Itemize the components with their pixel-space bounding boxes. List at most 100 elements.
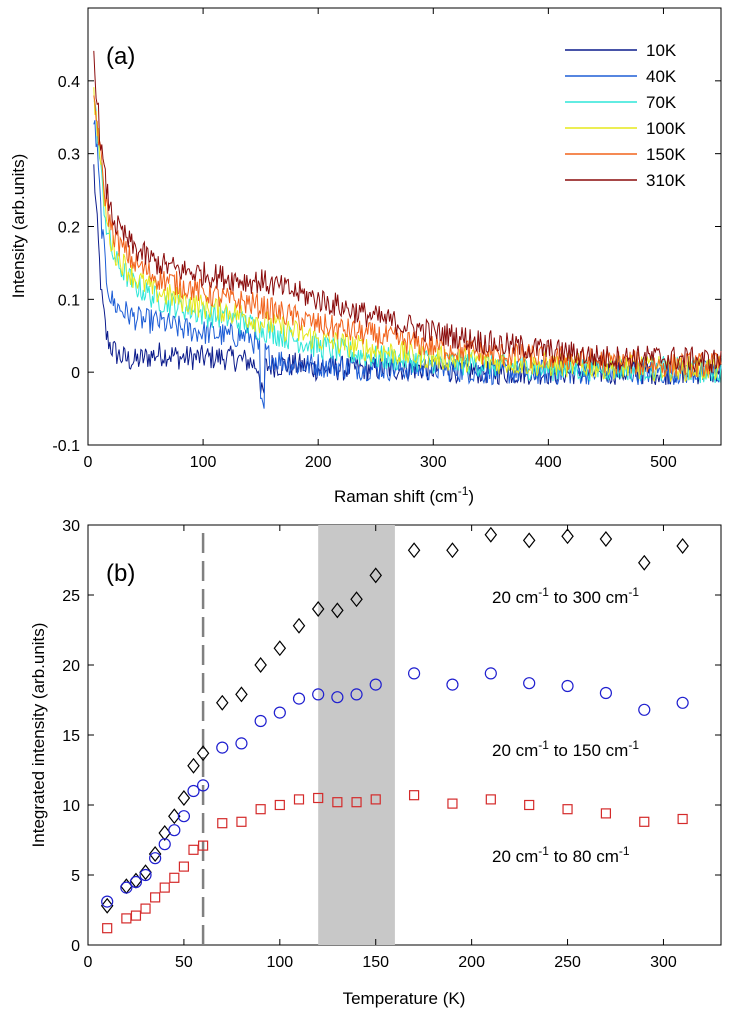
circle-point	[350, 688, 363, 701]
diamond-point	[484, 526, 498, 543]
square-point	[140, 903, 151, 914]
panel-b-shaded-region	[318, 525, 395, 945]
annotation-150-sup1: -1	[538, 738, 549, 752]
square-point	[197, 840, 209, 851]
square-point	[370, 794, 381, 805]
diamond-point	[273, 640, 287, 657]
annotation-80-a: 20 cm	[492, 847, 538, 866]
y-tick-label: 20	[62, 658, 80, 675]
circle-point	[139, 868, 152, 882]
x-tick-label: 500	[650, 454, 677, 471]
diamond-point	[187, 757, 200, 774]
panel-a-x-axis-label: Raman shift (cm-1)	[334, 484, 474, 506]
panel-a: 0 100 200 300 400 500-0.100.10.20.30.4 10K40K…	[9, 7, 722, 506]
circle-point	[446, 678, 459, 691]
square-point	[159, 882, 170, 893]
square-point	[351, 797, 362, 808]
circle-point	[561, 679, 574, 693]
diamond-point	[676, 538, 689, 554]
diamond-point	[148, 846, 162, 862]
y-tick-label: 5	[71, 868, 80, 885]
diamond-point	[638, 554, 651, 571]
diamond-point	[369, 567, 382, 584]
y-tick-label: 10	[62, 798, 80, 815]
y-tick-label: 0.2	[58, 220, 80, 237]
square-point	[677, 813, 688, 825]
circle-point	[331, 691, 344, 704]
square-point	[274, 799, 285, 811]
legend-label-70K: 70K	[646, 93, 677, 112]
legend-label-310K: 310K	[646, 171, 686, 190]
diamond-point	[235, 686, 248, 703]
diamond-point	[216, 694, 229, 711]
circle-point	[523, 677, 536, 690]
annotation-300-sup2: -1	[628, 585, 639, 599]
x-tick-label: 50	[175, 954, 193, 971]
annotation-80: 20 cm-1 to 80 cm-1	[492, 844, 630, 866]
diamond-point	[350, 591, 363, 608]
panel-a-x-axis-label-main: Raman shift (cm	[334, 487, 458, 506]
x-tick-label: 200	[458, 954, 485, 971]
circle-point	[149, 852, 162, 865]
y-tick-label: 0.4	[58, 74, 80, 91]
square-point	[130, 910, 142, 921]
square-point	[485, 794, 496, 805]
diamond-point	[446, 542, 459, 559]
annotation-300-a: 20 cm	[492, 588, 538, 607]
circle-point	[369, 678, 382, 691]
circle-point	[177, 810, 191, 823]
square-point	[408, 790, 420, 801]
y-tick-label: 0.3	[58, 147, 80, 164]
panel-b-frame	[87, 524, 722, 946]
diamond-point	[196, 745, 210, 762]
square-point	[102, 923, 113, 934]
x-tick-label: 150	[362, 954, 389, 971]
circle-point	[312, 688, 325, 701]
annotation-300-sup1: -1	[538, 585, 549, 599]
circle-point	[676, 696, 689, 709]
panel-a-x-axis-label-tail: )	[468, 487, 474, 506]
annotation-300-b: to 300 cm	[549, 588, 628, 607]
square-point	[313, 792, 324, 804]
square-point	[150, 892, 161, 903]
square-point	[178, 861, 190, 872]
panel-b-label: (b)	[106, 560, 135, 587]
circle-point	[407, 667, 421, 680]
square-point	[217, 818, 228, 829]
panel-a-y-axis-label: Intensity (arb.units)	[9, 154, 28, 299]
panel-a-label: (a)	[106, 43, 135, 70]
diamond-point	[292, 617, 306, 634]
legend-label-100K: 100K	[646, 119, 686, 138]
y-tick-label: 0.1	[58, 292, 80, 309]
legend-label-150K: 150K	[646, 145, 686, 164]
square-point	[236, 816, 247, 827]
panel-b-ticks: 0 50 100 150 200 250 300 0 5 10 15 20 25 30	[62, 518, 721, 971]
legend-label-40K: 40K	[646, 67, 677, 86]
circle-point	[129, 875, 143, 889]
panel-a-x-axis-label-sup: -1	[458, 484, 469, 498]
y-tick-label: 25	[62, 588, 80, 605]
annotation-150: 20 cm-1 to 150 cm-1	[492, 738, 639, 760]
diamond-point	[311, 601, 325, 617]
x-tick-label: 0	[84, 454, 93, 471]
circle-point	[101, 895, 114, 908]
annotation-80-sup2: -1	[619, 844, 630, 858]
annotation-80-b: to 80 cm	[549, 847, 619, 866]
circle-point	[254, 714, 267, 728]
square-point	[524, 799, 535, 811]
annotation-150-b: to 150 cm	[549, 741, 628, 760]
panel-a-legend: 10K 40K 70K 100K 150K 310K	[565, 41, 686, 190]
x-tick-label: 250	[554, 954, 581, 971]
x-tick-label: 400	[535, 454, 562, 471]
square-point	[639, 816, 650, 827]
diamond-point	[177, 790, 191, 806]
x-tick-label: 0	[84, 954, 93, 971]
panel-a-ticks: 0 100 200 300 400 500-0.100.10.20.30.4	[52, 8, 721, 471]
series-line-310K	[93, 50, 722, 373]
circle-point	[196, 779, 210, 792]
square-point	[255, 804, 266, 815]
panel-b-points	[100, 526, 689, 934]
legend-label-10K: 10K	[646, 41, 677, 60]
square-point	[562, 804, 573, 815]
